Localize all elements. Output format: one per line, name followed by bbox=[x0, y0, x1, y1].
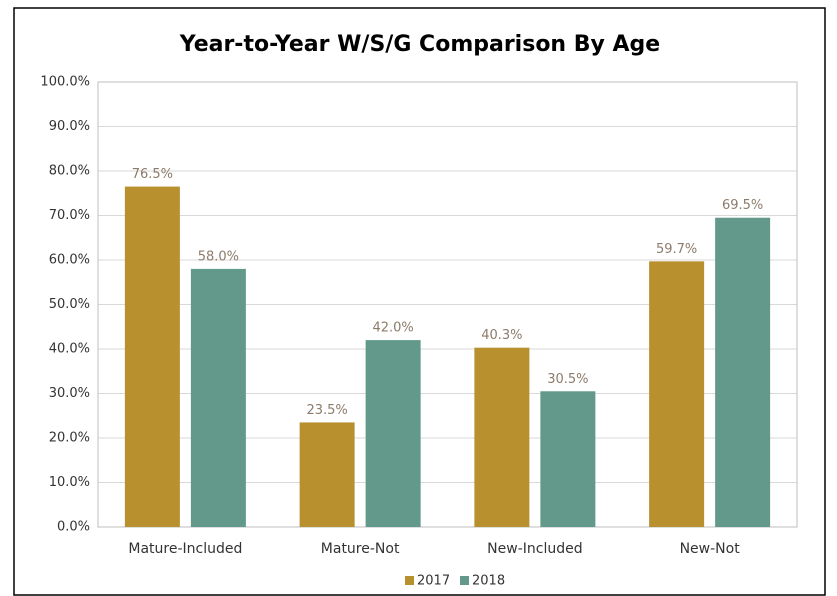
chart-title: Year-to-Year W/S/G Comparison By Age bbox=[179, 32, 660, 57]
y-tick-label: 70.0% bbox=[49, 208, 90, 223]
value-label: 40.3% bbox=[481, 328, 522, 343]
value-label: 30.5% bbox=[547, 372, 588, 387]
y-tick-label: 10.0% bbox=[49, 475, 90, 490]
bar bbox=[715, 217, 771, 527]
y-tick-label: 0.0% bbox=[57, 520, 90, 535]
y-tick-label: 60.0% bbox=[49, 253, 90, 268]
value-label: 69.5% bbox=[722, 198, 763, 213]
bar bbox=[474, 347, 530, 527]
y-tick-label: 80.0% bbox=[49, 164, 90, 179]
legend-label: 2018 bbox=[472, 574, 505, 589]
bar bbox=[299, 422, 355, 527]
y-tick-label: 40.0% bbox=[49, 342, 90, 357]
legend-swatch bbox=[405, 576, 414, 585]
x-tick-label: Mature-Not bbox=[321, 541, 400, 557]
x-tick-label: New-Included bbox=[487, 541, 582, 557]
bar bbox=[649, 261, 705, 527]
value-label: 59.7% bbox=[656, 242, 697, 257]
y-tick-label: 50.0% bbox=[49, 297, 90, 312]
x-tick-label: Mature-Included bbox=[128, 541, 242, 557]
y-tick-label: 20.0% bbox=[49, 431, 90, 446]
value-label: 42.0% bbox=[372, 321, 413, 336]
y-tick-label: 100.0% bbox=[40, 75, 90, 90]
value-label: 76.5% bbox=[132, 167, 173, 182]
bar bbox=[124, 186, 180, 527]
x-tick-label: New-Not bbox=[680, 541, 741, 557]
value-label: 58.0% bbox=[198, 249, 239, 264]
y-tick-label: 30.0% bbox=[49, 386, 90, 401]
value-label: 23.5% bbox=[306, 403, 347, 418]
legend-swatch bbox=[460, 576, 469, 585]
bar bbox=[365, 340, 421, 527]
y-tick-label: 90.0% bbox=[49, 119, 90, 134]
plot-border bbox=[97, 81, 798, 528]
bar bbox=[190, 268, 246, 527]
bar bbox=[540, 391, 596, 527]
legend-label: 2017 bbox=[417, 574, 450, 589]
